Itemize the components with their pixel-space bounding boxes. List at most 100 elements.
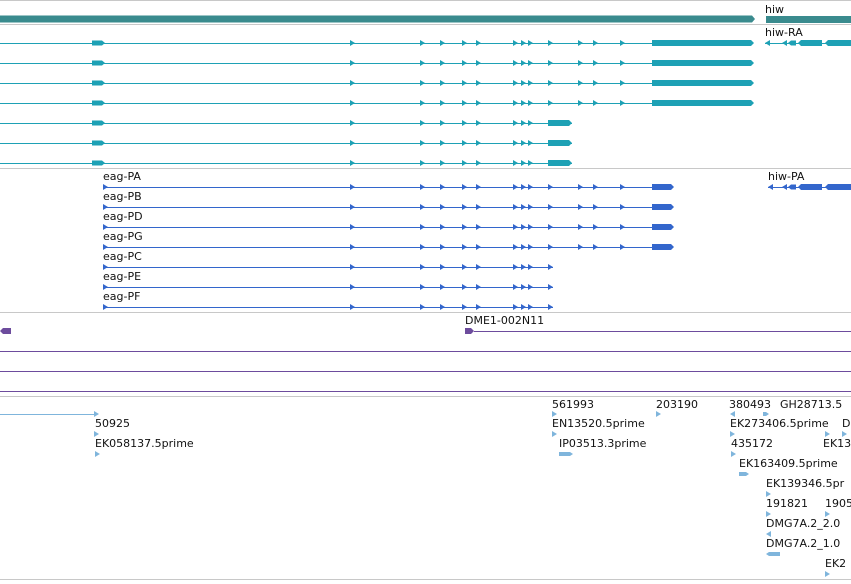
est-arrow-ek139346: [766, 491, 771, 497]
protein-label-1[interactable]: eag-PB: [103, 190, 142, 203]
protein-exon-5-6: [521, 284, 526, 290]
protein-label-3[interactable]: eag-PG: [103, 230, 143, 243]
est-block-ip03513: [559, 452, 573, 456]
est-label-ek273406[interactable]: EK273406.5prime: [730, 417, 829, 430]
est-arrow-d: [842, 431, 847, 437]
mrna-exon-1-3: [462, 60, 467, 66]
protein-exon-3-10: [593, 244, 598, 250]
protein-exon-6-5: [513, 304, 518, 310]
protein-exon-3-0: [350, 244, 355, 250]
mrna-exon-1-1: [420, 60, 425, 66]
protein-exon-4-5: [513, 264, 518, 270]
track-separator-0: [0, 0, 851, 1]
mrna-exon-0-1: [420, 40, 425, 46]
protein-exon-6-6: [521, 304, 526, 310]
protein-exon-5-2: [440, 284, 445, 290]
mrna-exon-2-10: [593, 80, 598, 86]
est-label-gh28713[interactable]: GH28713.5: [780, 398, 843, 411]
protein-exon-4-6: [521, 264, 526, 270]
protein-right-label[interactable]: hiw-PA: [768, 170, 805, 183]
protein-exon-0-3: [462, 184, 467, 190]
protein-exon-2-1: [420, 224, 425, 230]
protein-exon-4-2: [440, 264, 445, 270]
protein-exon-6-3: [462, 304, 467, 310]
est-label-50925[interactable]: 50925: [95, 417, 130, 430]
est-arrow-561993: [552, 411, 557, 417]
mrna-exon-3-9: [578, 100, 583, 106]
est-label-ip03513[interactable]: IP03513.3prime: [559, 437, 647, 450]
gene-bar-right: [766, 16, 851, 23]
est-label-dmg7a-2-1[interactable]: DMG7A.2_1.0: [766, 537, 841, 550]
mrna-exon-6-1: [420, 160, 425, 166]
protein-exon-1-9: [578, 204, 583, 210]
protein-exon-1-3: [462, 204, 467, 210]
protein-label-5[interactable]: eag-PE: [103, 270, 142, 283]
protein-exon-1-0: [350, 204, 355, 210]
clone-label[interactable]: DME1-002N11: [465, 314, 545, 327]
est-label-en13520[interactable]: EN13520.5prime: [552, 417, 645, 430]
mrna-exon-2-0: [350, 80, 355, 86]
est-label-191821[interactable]: 191821: [766, 497, 808, 510]
protein-exon-5-1: [420, 284, 425, 290]
mrna-exon-5-6: [521, 140, 526, 146]
protein-exon-3-3: [462, 244, 467, 250]
est-label-380493[interactable]: 380493: [729, 398, 771, 411]
protein-exon-2-5: [513, 224, 518, 230]
protein-exon-1-6: [521, 204, 526, 210]
protein-exon-2-7: [528, 224, 533, 230]
protein-exon-3-11: [620, 244, 625, 250]
protein-exon-5-3: [462, 284, 467, 290]
mrna-exon-0-6: [521, 40, 526, 46]
est-label-d[interactable]: D: [842, 417, 851, 430]
protein-exon-0-4: [476, 184, 481, 190]
protein-exon-2-9: [578, 224, 583, 230]
mrna-exon-0-9: [578, 40, 583, 46]
protein-label-2[interactable]: eag-PD: [103, 210, 143, 223]
est-label-435172[interactable]: 435172: [731, 437, 773, 450]
protein-exon-4-4: [476, 264, 481, 270]
est-label-ek2[interactable]: EK2: [825, 557, 847, 570]
mrna-exon-1-6: [521, 60, 526, 66]
mrna-exon-4-4: [476, 120, 481, 126]
est-label-1905[interactable]: 1905: [825, 497, 851, 510]
mrna-exon-1-11: [620, 60, 625, 66]
protein-exon-1-10: [593, 204, 598, 210]
protein-exon-1-4: [476, 204, 481, 210]
est-label-ek163409[interactable]: EK163409.5prime: [739, 457, 838, 470]
mrna-exon-5-2: [440, 140, 445, 146]
protein-exon-3-4: [476, 244, 481, 250]
est-label-ek13[interactable]: EK13: [823, 437, 851, 450]
protein-exon-0-8: [548, 184, 553, 190]
est-label-ek139346[interactable]: EK139346.5pr: [766, 477, 845, 490]
mrna-exon-4-1: [420, 120, 425, 126]
est-label-dmg7a-2-2[interactable]: DMG7A.2_2.0: [766, 517, 841, 530]
protein-label-4[interactable]: eag-PC: [103, 250, 142, 263]
est-label-203190[interactable]: 203190: [656, 398, 698, 411]
protein-label-0[interactable]: eag-PA: [103, 170, 141, 183]
protein-end-1: [652, 204, 674, 210]
protein-exon-4-3: [462, 264, 467, 270]
protein-exon-6-1: [420, 304, 425, 310]
est-block-dmg7a-1: [766, 552, 780, 556]
mrna-exon-3-2: [440, 100, 445, 106]
protein-exon-2-2: [440, 224, 445, 230]
est-label-ek058137[interactable]: EK058137.5prime: [95, 437, 194, 450]
est-arrow-50925-b: [94, 431, 99, 437]
est-label-561993[interactable]: 561993: [552, 398, 594, 411]
mrna-exon-3-10: [593, 100, 598, 106]
protein-exon-3-8: [548, 244, 553, 250]
mrna-exon-0-5: [513, 40, 518, 46]
hiw-ra-arrow-1: [782, 40, 787, 46]
hiw-ra-arrow-0: [765, 40, 770, 46]
mrna-exon-3-4: [476, 100, 481, 106]
protein-exon-1-2: [440, 204, 445, 210]
protein-label-6[interactable]: eag-PF: [103, 290, 141, 303]
mrna-exon-1-4: [476, 60, 481, 66]
hiw-ra-exon-1: [798, 40, 822, 46]
mrna-exon-0-7: [528, 40, 533, 46]
gene-label[interactable]: hiw: [765, 3, 785, 16]
mrna-right-label[interactable]: hiw-RA: [765, 26, 803, 39]
est-arrow-435172: [731, 451, 736, 457]
protein-exon-0-11: [620, 184, 625, 190]
